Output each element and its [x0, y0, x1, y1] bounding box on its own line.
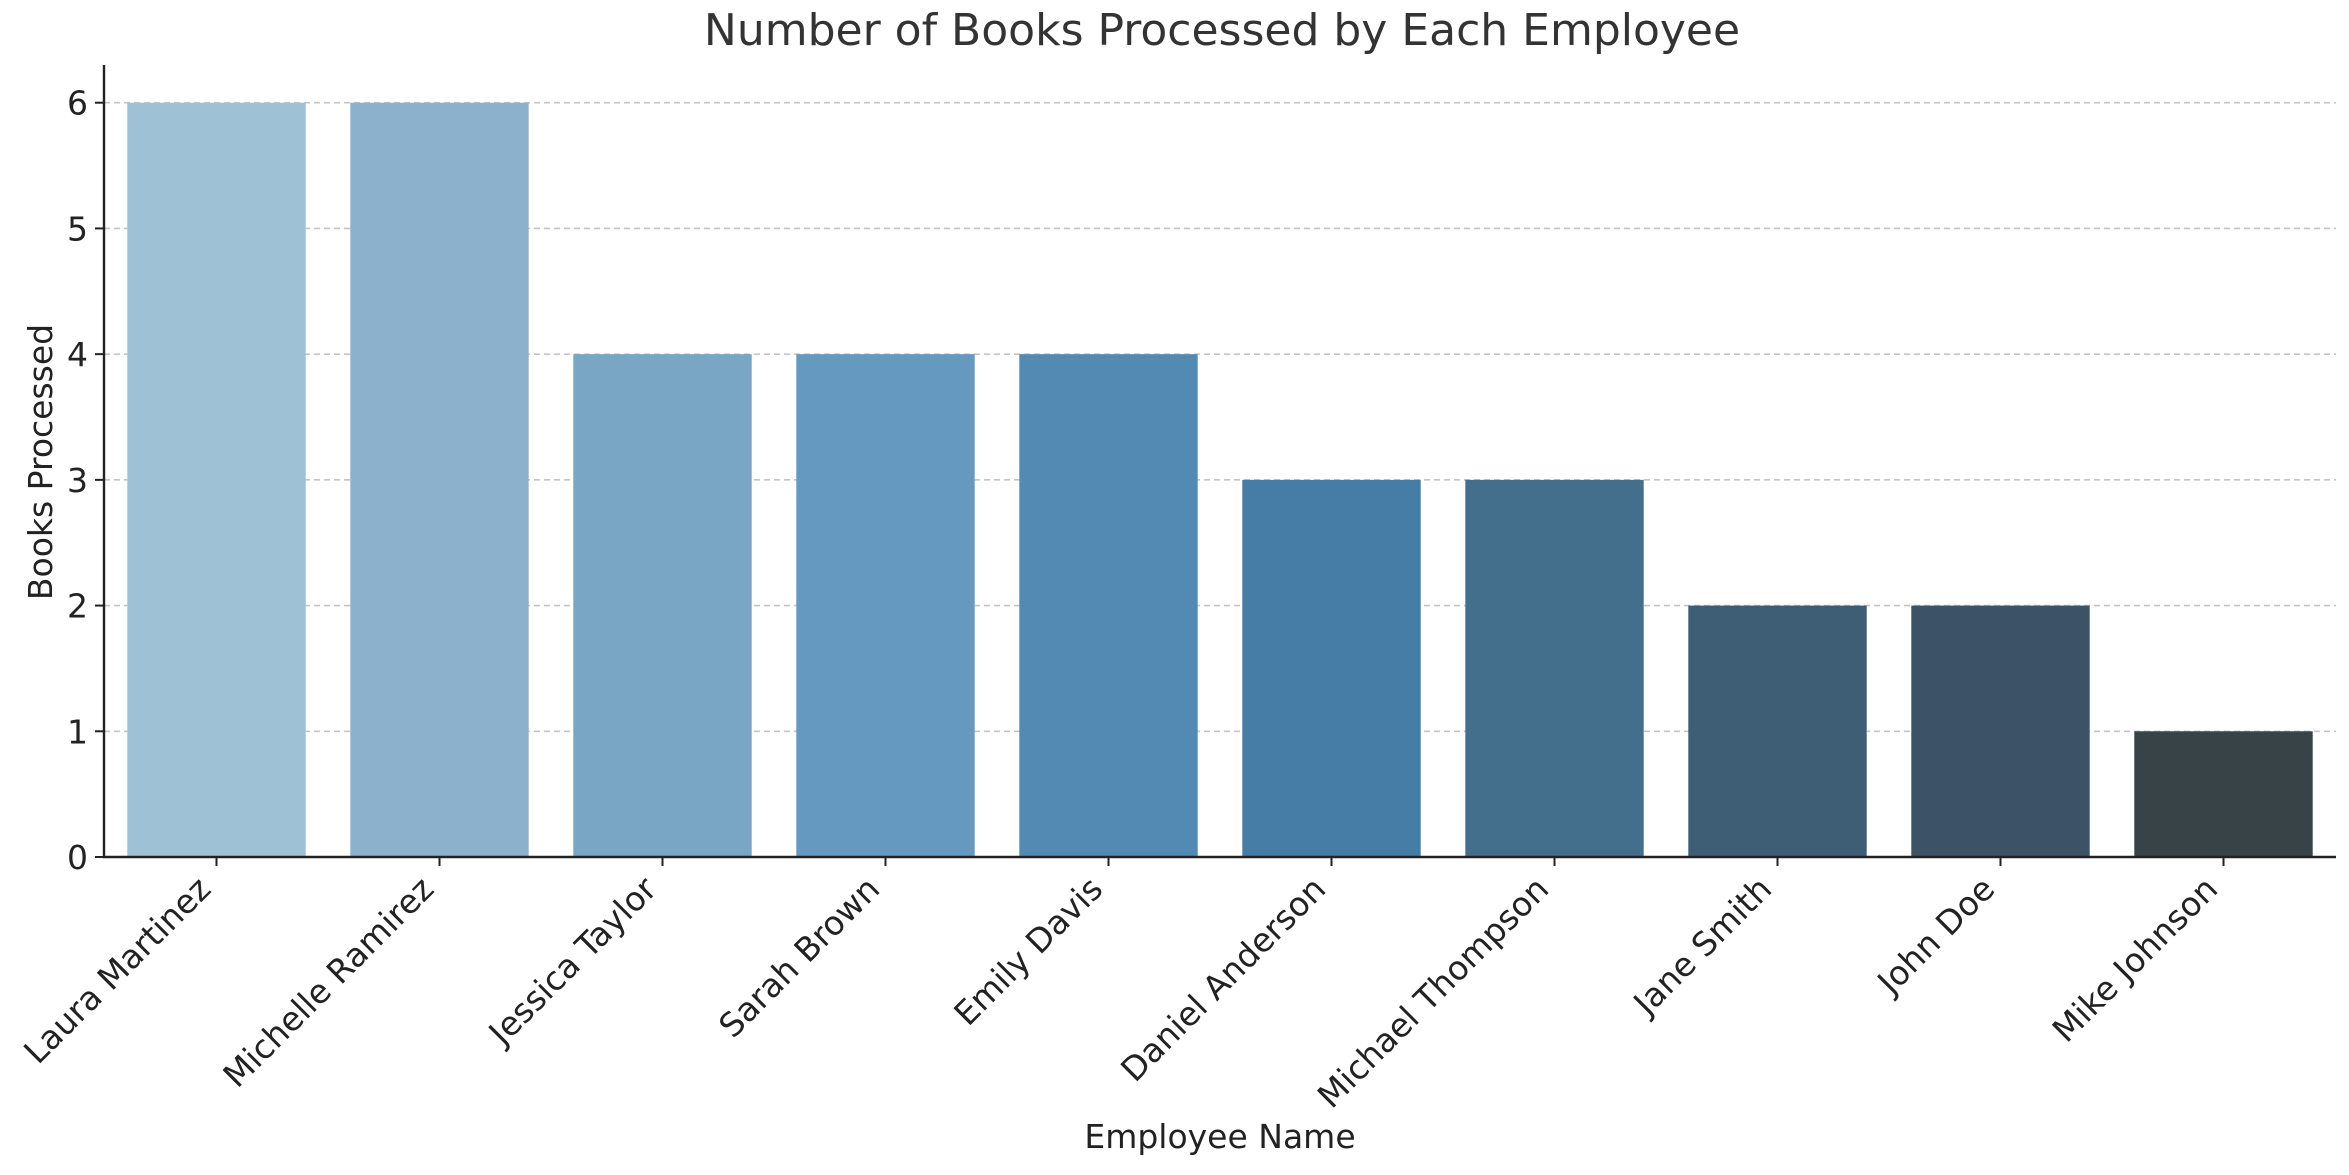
x-tick-label: John Doe: [1868, 869, 2002, 1003]
y-tick-label: 4: [67, 335, 88, 374]
bar: [127, 102, 306, 857]
y-axis-ticks: 0 1 2 3 4 5 6: [67, 84, 104, 877]
bar: [1465, 479, 1644, 857]
bar: [350, 102, 529, 857]
y-tick-label: 6: [67, 84, 88, 123]
bar: [2134, 731, 2313, 857]
bar: [1688, 605, 1867, 857]
y-tick-label: 1: [67, 712, 88, 751]
x-axis-label: Employee Name: [1084, 1117, 1355, 1156]
x-tick-label: Daniel Anderson: [1113, 869, 1333, 1089]
axes: [102, 65, 2336, 859]
bars: [127, 102, 2313, 857]
x-tick-label: Mike Johnson: [2045, 869, 2226, 1050]
y-tick-label: 2: [67, 587, 88, 626]
x-tick-label: Emily Davis: [946, 869, 1110, 1033]
y-tick-label: 3: [67, 461, 88, 500]
bar: [573, 354, 752, 857]
x-tick-label: Michael Thompson: [1310, 869, 1556, 1115]
y-tick-label: 0: [67, 838, 88, 877]
chart-title: Number of Books Processed by Each Employ…: [704, 5, 1740, 56]
y-axis-label: Books Processed: [21, 324, 60, 600]
y-tick-label: 5: [67, 209, 88, 248]
x-tick-label: Laura Martinez: [16, 869, 218, 1071]
bar: [796, 354, 975, 857]
bar: [1242, 479, 1421, 857]
bar: [1911, 605, 2090, 857]
x-tick-label: Jessica Taylor: [480, 869, 665, 1054]
x-tick-label: Sarah Brown: [711, 869, 887, 1045]
bar: [1019, 354, 1198, 857]
x-tick-label: Michelle Ramirez: [215, 869, 441, 1095]
x-tick-label: Jane Smith: [1624, 869, 1779, 1024]
